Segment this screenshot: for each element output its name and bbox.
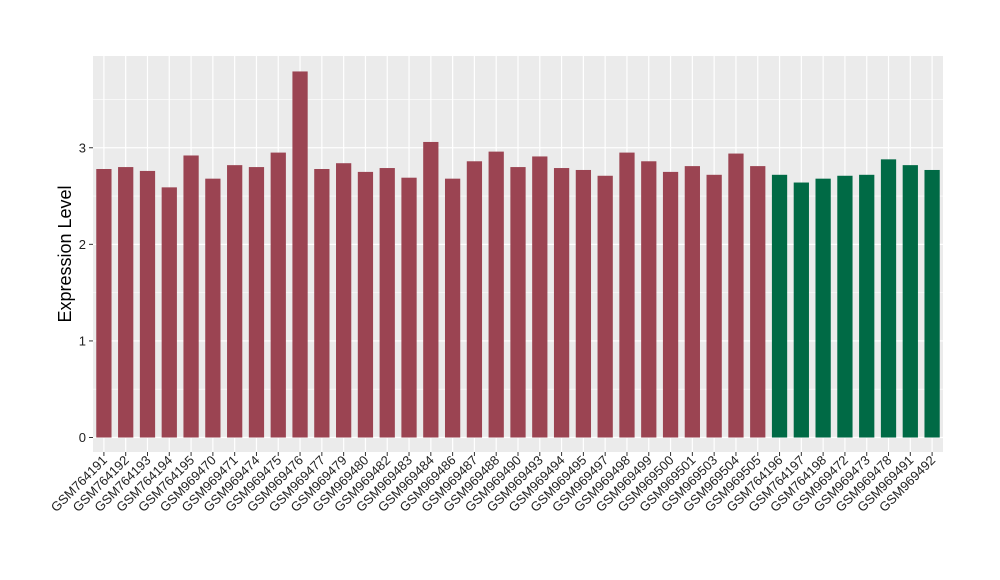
bar-GSM969470 xyxy=(205,178,221,438)
bar-GSM969484 xyxy=(423,141,439,438)
y-tick-label: 2 xyxy=(79,237,86,252)
bar-GSM969474 xyxy=(248,167,265,438)
bar-GSM764194 xyxy=(161,187,177,438)
bar-GSM969491 xyxy=(902,165,918,438)
bar-GSM969492 xyxy=(924,169,940,438)
bar-GSM969479 xyxy=(336,163,352,438)
bar-GSM969504 xyxy=(728,153,744,438)
bar-GSM969490 xyxy=(510,167,526,438)
bar-GSM969501 xyxy=(684,166,700,438)
y-axis: 0 1 2 3 xyxy=(79,140,93,445)
y-tick-label: 1 xyxy=(79,333,86,348)
bar-GSM969488 xyxy=(488,151,504,438)
y-axis-title: Expression Level xyxy=(55,185,75,322)
bar-GSM764197 xyxy=(793,182,809,438)
bar-GSM969486 xyxy=(444,178,461,438)
bar-GSM969493 xyxy=(532,156,548,438)
bar-GSM969487 xyxy=(466,161,483,438)
bar-GSM969482 xyxy=(379,168,395,438)
bars xyxy=(96,71,940,438)
bar-GSM764198 xyxy=(815,178,831,438)
bar-GSM969480 xyxy=(357,171,374,438)
bar-GSM969471 xyxy=(227,165,243,438)
bar-GSM969477 xyxy=(314,169,330,438)
bar-GSM969497 xyxy=(597,175,613,438)
bar-GSM969498 xyxy=(619,152,635,438)
bar-GSM764192 xyxy=(118,167,134,438)
bar-GSM969483 xyxy=(401,177,417,438)
bar-GSM764191 xyxy=(96,169,112,438)
x-axis: GSM764191GSM764192GSM764193GSM764194GSM7… xyxy=(48,452,938,515)
bar-GSM969495 xyxy=(575,169,592,438)
bar-GSM969500 xyxy=(662,171,679,438)
bar-GSM764193 xyxy=(139,170,156,438)
bar-GSM969503 xyxy=(706,174,722,438)
bar-GSM969476 xyxy=(292,71,308,438)
bar-GSM969475 xyxy=(270,152,286,438)
bar-GSM969505 xyxy=(750,166,766,438)
bar-GSM764195 xyxy=(183,155,199,438)
bar-GSM969494 xyxy=(553,168,570,438)
bar-GSM969478 xyxy=(880,159,897,438)
bar-GSM969472 xyxy=(837,175,853,438)
bar-GSM969473 xyxy=(859,174,875,438)
y-tick-label: 3 xyxy=(79,140,86,155)
bar-GSM969499 xyxy=(641,161,657,438)
bar-GSM764196 xyxy=(771,174,788,438)
y-tick-label: 0 xyxy=(79,430,86,445)
